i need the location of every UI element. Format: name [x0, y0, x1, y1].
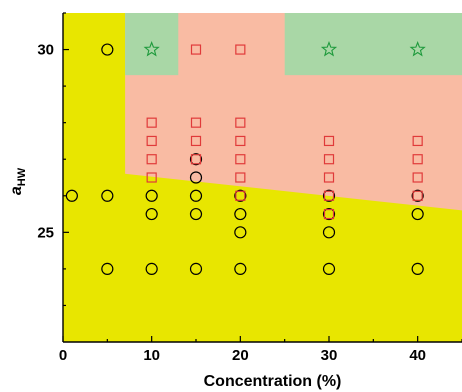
square-marker	[323, 172, 335, 183]
circle-marker	[101, 262, 114, 275]
circle-marker	[189, 189, 203, 202]
tick-labels: 0 10 20 30 40 25 30	[37, 42, 426, 364]
circle-marker	[189, 207, 203, 221]
circle-marker	[189, 153, 203, 166]
star-marker	[409, 41, 426, 57]
square-marker	[235, 190, 246, 201]
star-marker	[143, 41, 160, 57]
background-regions	[63, 13, 462, 342]
square-marker	[235, 117, 246, 128]
circle-marker	[65, 189, 78, 202]
circle-marker	[234, 207, 247, 221]
circle-marker	[322, 226, 336, 239]
square-marker	[235, 135, 246, 147]
square-marker	[412, 190, 423, 201]
square-marker	[190, 44, 202, 55]
square-marker	[235, 172, 246, 183]
y-axis-title-main: a	[8, 186, 25, 195]
x-tick-label: 30	[321, 347, 338, 364]
circle-marker	[322, 262, 336, 275]
square-marker	[146, 172, 157, 183]
x-tick-label: 40	[409, 347, 426, 364]
circle-marker	[234, 189, 247, 202]
square-marker	[323, 208, 335, 220]
x-tick-label: 0	[59, 347, 67, 364]
square-marker	[190, 117, 202, 128]
square-marker	[412, 135, 423, 147]
circle-marker	[411, 189, 424, 202]
x-tick-label: 20	[232, 347, 249, 364]
circle-marker	[322, 189, 336, 202]
circle-marker	[145, 262, 158, 275]
circle-marker	[411, 207, 424, 221]
square-marker	[412, 172, 423, 183]
square-marker	[323, 190, 335, 201]
circle-marker	[101, 189, 114, 202]
square-marker	[146, 117, 157, 128]
circle-marker	[101, 43, 114, 56]
square-marker	[146, 154, 157, 165]
circle-marker	[189, 171, 203, 184]
square-marker	[146, 135, 157, 147]
square-marker	[323, 135, 335, 147]
x-tick-label: 10	[143, 347, 160, 364]
y-tick-label: 25	[37, 224, 54, 241]
circle-marker	[189, 262, 203, 275]
square-marker	[323, 154, 335, 165]
circle-marker	[411, 262, 424, 275]
x-axis-title: Concentration (%)	[204, 373, 342, 390]
y-axis-title-subscript: HW	[16, 167, 28, 186]
circle-marker	[234, 226, 247, 239]
axes	[62, 12, 462, 343]
y-tick-label: 30	[37, 42, 54, 59]
region-green-region-B	[284, 13, 462, 76]
star-marker	[320, 41, 338, 57]
square-marker	[235, 44, 246, 55]
y-axis-title: aHW	[8, 167, 28, 195]
circle-marker	[145, 189, 158, 202]
square-marker	[412, 154, 423, 165]
data-markers	[65, 41, 426, 275]
square-marker	[190, 154, 202, 165]
circle-marker	[145, 207, 158, 221]
square-marker	[235, 154, 246, 165]
circle-marker	[322, 207, 336, 221]
circle-marker	[234, 262, 247, 275]
square-marker	[190, 135, 202, 147]
